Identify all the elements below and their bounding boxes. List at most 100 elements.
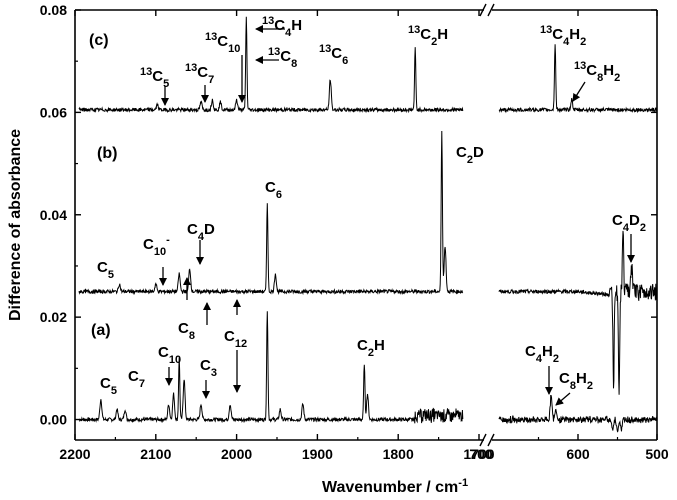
annotation-part: 13 xyxy=(185,62,197,74)
spectrum-a-segment-1 xyxy=(78,311,464,424)
annotation-part: 5 xyxy=(163,78,169,90)
annotation-part: 2 xyxy=(368,347,374,359)
annotation-part: C xyxy=(158,344,169,361)
annotation-part: 13 xyxy=(140,66,152,78)
annotation-c-16: 13C7 xyxy=(185,62,214,86)
annotation-c-22: 13C4H2 xyxy=(540,24,586,48)
annotation-part: C xyxy=(100,375,111,392)
annotation-part: H xyxy=(374,337,385,354)
annotation-part: 6 xyxy=(276,189,282,201)
annotation-part: H xyxy=(603,62,614,79)
x-tick-label-2200: 2200 xyxy=(59,446,90,462)
axis-break-top-a xyxy=(479,3,487,17)
annotation-part: C xyxy=(274,17,285,34)
annotation-a-0: C5 xyxy=(100,375,117,397)
y-tick-label-0: 0.00 xyxy=(40,412,67,428)
annotation-part: C xyxy=(128,368,139,385)
annotation-part: C xyxy=(200,357,211,374)
annotation-c-21: 13C2H xyxy=(408,24,448,48)
annotation-part: 4 xyxy=(198,231,205,243)
x-axis-title-sep: / xyxy=(422,479,435,496)
annotation-part: 3 xyxy=(211,367,217,379)
annotation-part: C xyxy=(586,62,597,79)
x-axis-title-unit: cm xyxy=(435,479,458,496)
annotation-part: D xyxy=(473,144,484,161)
y-tick-label-1: 0.02 xyxy=(40,309,67,325)
x-tick-label-2000: 2000 xyxy=(221,446,252,462)
annotation-part: C xyxy=(525,343,536,360)
x-tick-label-600: 600 xyxy=(566,446,590,462)
annotation-part: D xyxy=(629,212,640,229)
annotation-part: 2 xyxy=(580,36,586,48)
spectrum-a xyxy=(78,311,658,433)
annotation-part: 2 xyxy=(587,380,593,392)
annotation-part: 10 xyxy=(228,43,240,55)
axis-break-bottom-a xyxy=(479,433,487,447)
annotation-part: C xyxy=(420,26,431,43)
annotation-part: C xyxy=(357,337,368,354)
annotation-a-8: C8H2 xyxy=(559,370,593,392)
annotation-part: 6 xyxy=(342,55,348,67)
annotation-part: 10 xyxy=(154,246,166,258)
annotation-part: 2 xyxy=(640,222,646,234)
annotation-part: 2 xyxy=(614,72,620,84)
x-axis-title-exp: -1 xyxy=(458,477,468,489)
annotation-a-5: C12 xyxy=(224,328,247,350)
annotation-a-1: C7 xyxy=(128,368,145,390)
annotation-part: 4 xyxy=(285,27,292,39)
plot-frame xyxy=(74,3,658,447)
panel-label-c: (c) xyxy=(89,32,109,49)
annotation-part: C xyxy=(224,328,235,345)
annotation-c-20: 13C6 xyxy=(319,43,348,67)
x-tick-label-1900: 1900 xyxy=(302,446,333,462)
x-axis-title-main: Wavenumber xyxy=(322,479,422,496)
annotation-a-6: C2H xyxy=(357,337,385,359)
annotation-part: 13 xyxy=(205,31,217,43)
spectrum-b xyxy=(78,130,658,395)
annotation-c-15: 13C5 xyxy=(140,66,169,90)
annotation-part: 8 xyxy=(291,58,297,70)
spectrum-c-segment-1 xyxy=(78,16,464,114)
y-tick-label-4: 0.08 xyxy=(40,2,67,18)
annotation-part: 13 xyxy=(408,24,420,36)
panel-label-b: (b) xyxy=(97,145,117,162)
y-axis-title: Difference of absorbance xyxy=(7,129,24,321)
annotation-part: 5 xyxy=(111,385,117,397)
annotation-a-4: C3 xyxy=(200,357,217,379)
annotation-a-3: C8 xyxy=(178,320,195,342)
annotation-part: 2 xyxy=(467,154,473,166)
annotation-part: C xyxy=(152,68,163,85)
annotation-b-13: C2D xyxy=(456,144,484,166)
annotation-part: 10 xyxy=(169,354,181,366)
annotation-part: 13 xyxy=(319,43,331,55)
annotation-part: C xyxy=(280,48,291,65)
x-tick-label-2100: 2100 xyxy=(140,446,171,462)
annotation-part: 2 xyxy=(553,353,559,365)
annotation-part: C xyxy=(612,212,623,229)
x-tick-label-1700: 1700 xyxy=(463,446,494,462)
x-axis-title: Wavenumber / cm-1 xyxy=(322,477,468,496)
annotation-c-18: 13C4H xyxy=(262,15,302,39)
annotation-part: C xyxy=(559,370,570,387)
annotation-part: C xyxy=(143,236,154,253)
y-tick-label-3: 0.06 xyxy=(40,104,67,120)
annotation-part: H xyxy=(569,26,580,43)
annotation-part: C xyxy=(456,144,467,161)
annotation-arrow-23 xyxy=(572,81,586,102)
annotation-part: H xyxy=(437,26,448,43)
annotation-part: H xyxy=(291,17,302,34)
annotation-part: H xyxy=(542,343,553,360)
annotation-arrows xyxy=(159,25,635,406)
annotation-part: 8 xyxy=(570,380,576,392)
y-tick-label-2: 0.04 xyxy=(40,207,67,223)
annotation-b-10: C10- xyxy=(143,234,170,258)
annotation-b-14: C4D2 xyxy=(612,212,646,234)
annotation-part: C xyxy=(97,259,108,276)
annotation-b-9: C5 xyxy=(97,259,114,281)
annotation-c-23: 13C8H2 xyxy=(574,60,620,84)
spectrum-b-segment-1 xyxy=(78,130,464,296)
spectrum-c xyxy=(78,16,658,114)
annotation-part: 12 xyxy=(235,338,247,350)
